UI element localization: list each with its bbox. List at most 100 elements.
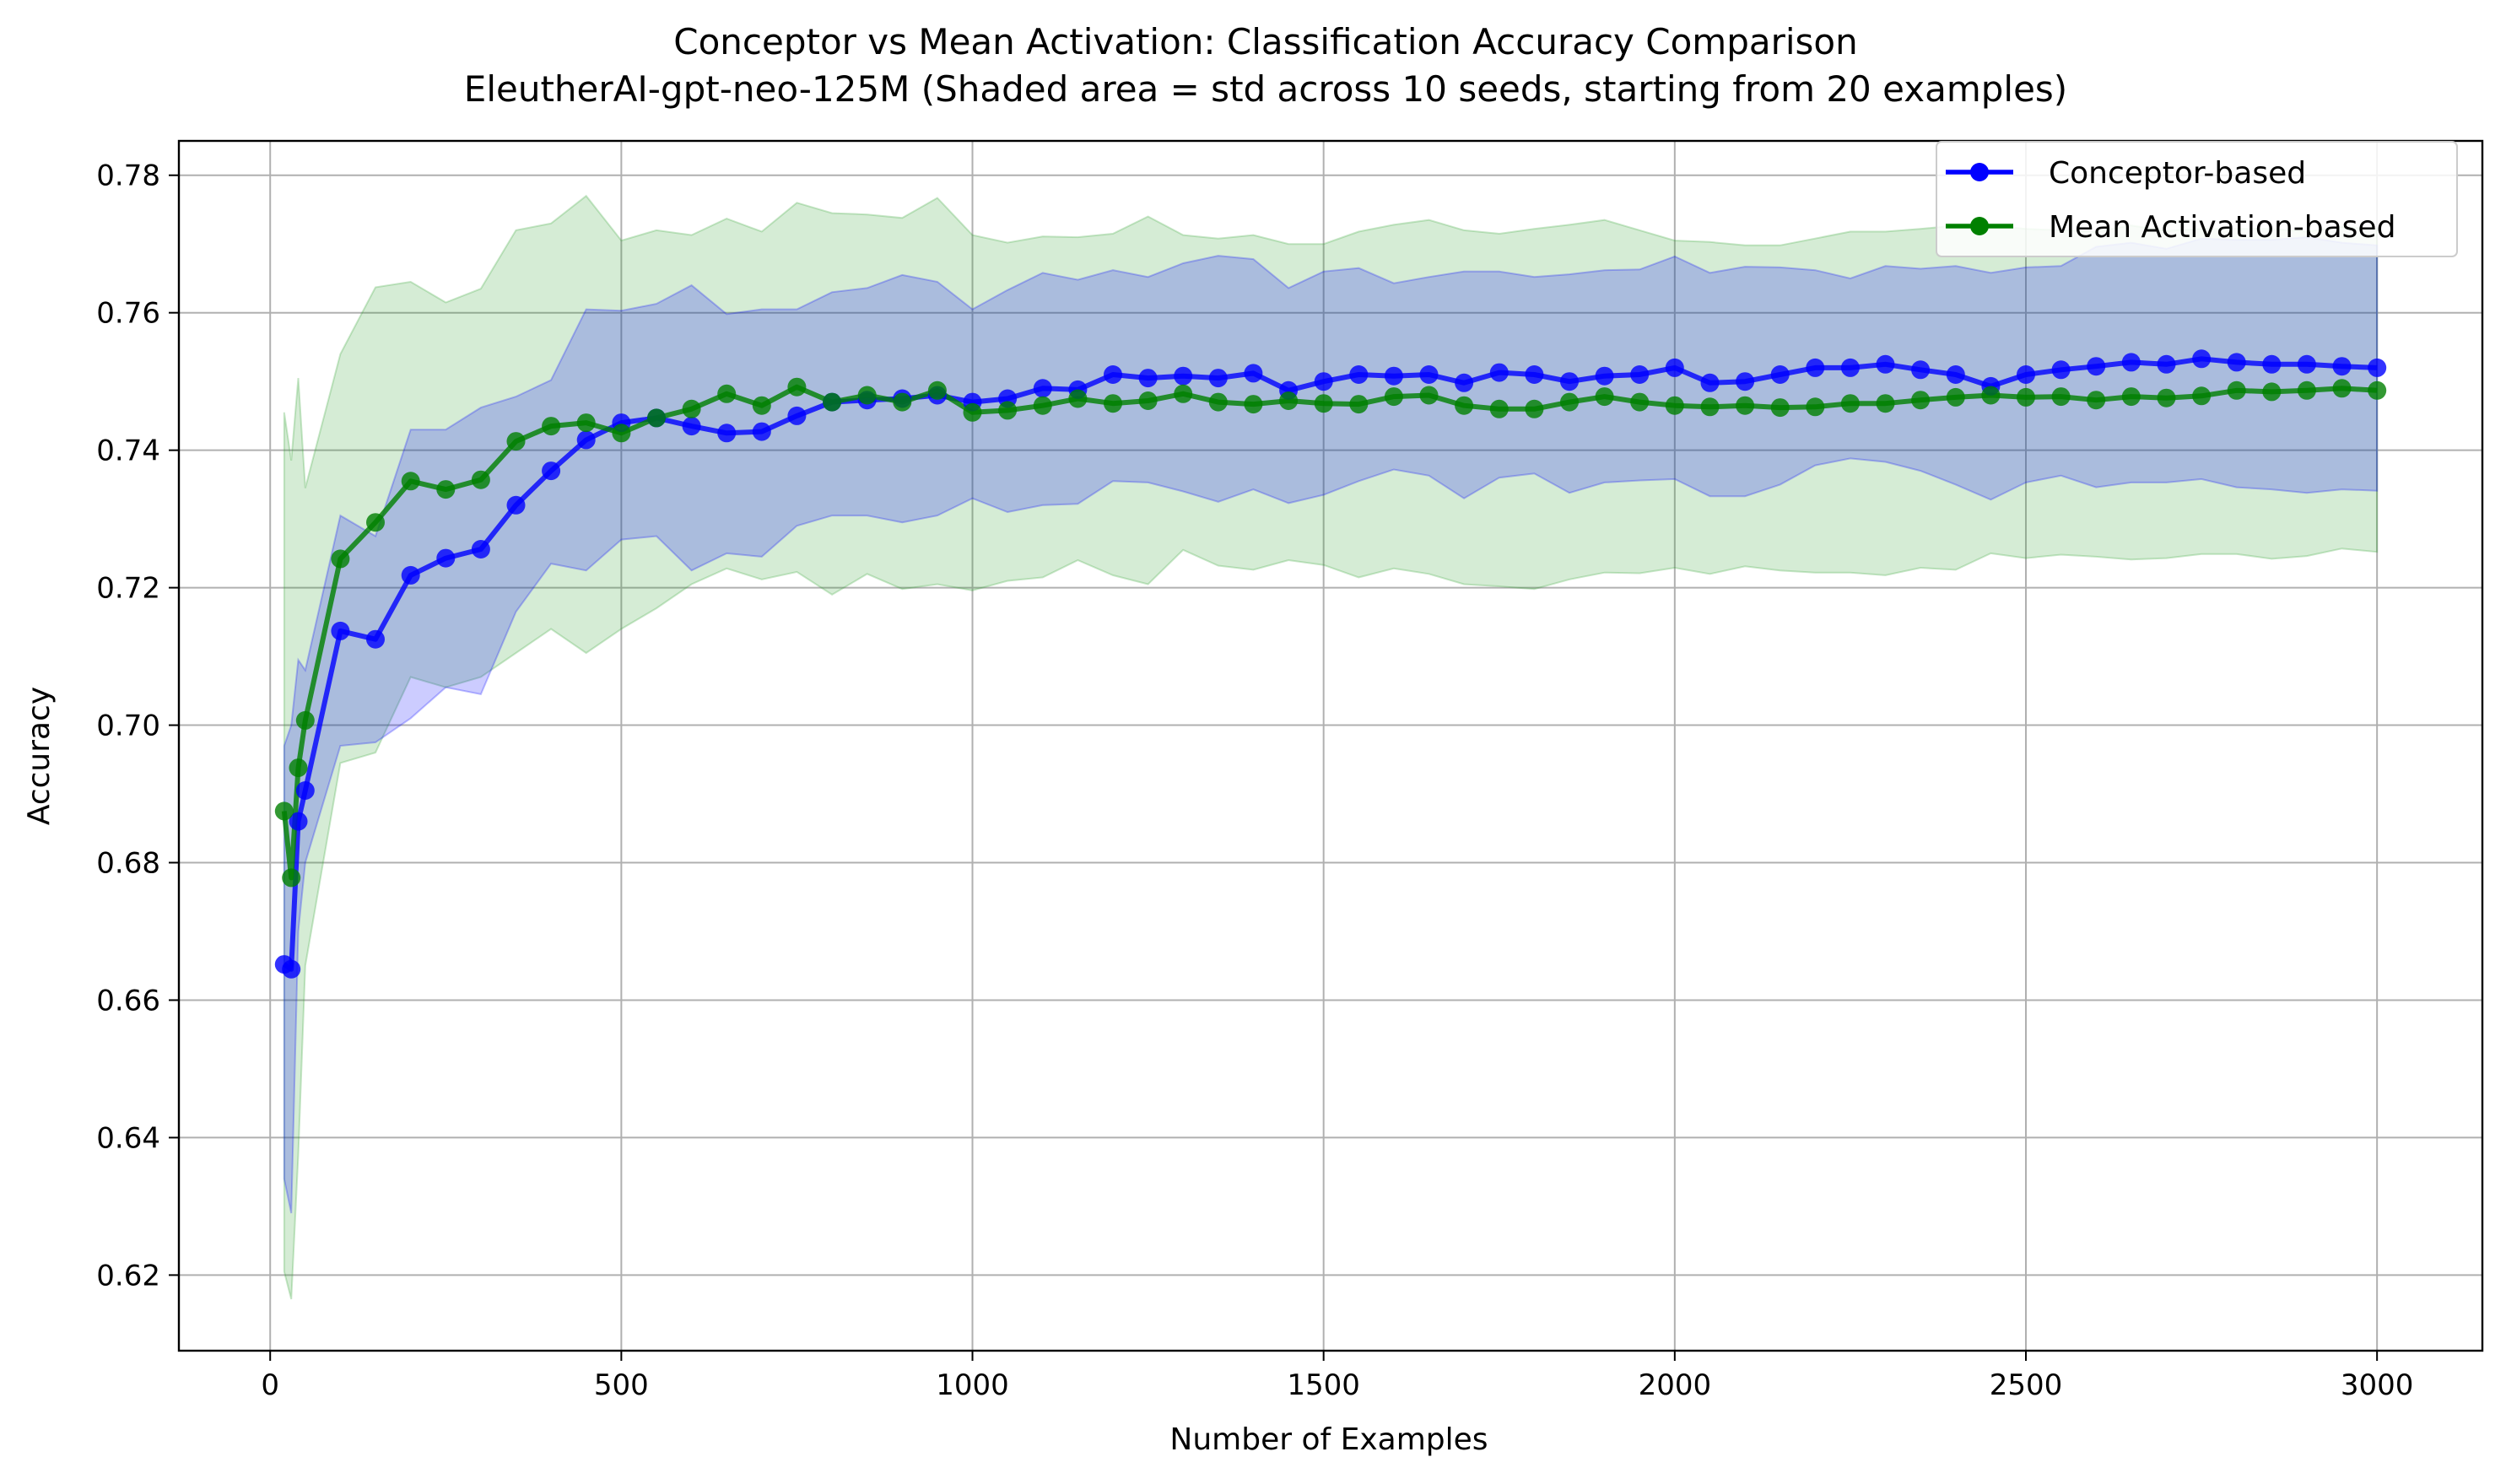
std-band-mean-activation xyxy=(283,194,2379,1300)
data-point-mean-activation xyxy=(612,424,631,443)
data-point-conceptor xyxy=(401,565,420,585)
data-point-conceptor xyxy=(2192,349,2212,369)
x-tick-label: 2500 xyxy=(1990,1368,2063,1402)
data-point-conceptor xyxy=(331,621,350,640)
data-point-mean-activation xyxy=(1700,397,1720,417)
data-point-mean-activation xyxy=(893,392,912,412)
data-point-mean-activation xyxy=(542,417,561,436)
data-point-mean-activation xyxy=(1630,392,1650,412)
x-tick-label: 2000 xyxy=(1639,1368,1712,1402)
data-point-conceptor xyxy=(1560,372,1579,391)
y-tick-label: 0.68 xyxy=(96,847,160,881)
plot-frame xyxy=(177,139,2484,1352)
data-point-conceptor xyxy=(1946,365,1965,384)
data-point-conceptor xyxy=(542,461,561,481)
y-tick-label: 0.72 xyxy=(96,572,160,606)
data-point-mean-activation xyxy=(717,384,737,403)
data-point-mean-activation xyxy=(1138,391,1158,410)
x-axis-label: Number of Examples xyxy=(1169,1422,1488,1457)
legend: Conceptor-based Mean Activation-based xyxy=(1936,141,2458,257)
data-point-mean-activation xyxy=(331,549,350,569)
data-point-conceptor xyxy=(1770,365,1790,384)
data-point-mean-activation xyxy=(1770,398,1790,418)
data-point-conceptor xyxy=(1174,366,1193,386)
data-point-conceptor xyxy=(1630,365,1650,384)
data-point-mean-activation xyxy=(927,380,947,400)
data-point-mean-activation xyxy=(2192,386,2212,406)
data-point-conceptor xyxy=(436,548,456,568)
data-point-mean-activation xyxy=(998,401,1018,420)
data-point-conceptor xyxy=(1595,366,1614,386)
data-point-mean-activation xyxy=(1455,396,1474,415)
data-point-conceptor xyxy=(2157,354,2176,374)
x-tick-label: 1500 xyxy=(1287,1368,1360,1402)
grid-lines xyxy=(179,141,2482,1351)
data-point-conceptor xyxy=(1840,358,1860,377)
y-tick-label: 0.62 xyxy=(96,1259,160,1292)
data-point-mean-activation xyxy=(1981,386,2001,405)
data-point-mean-activation xyxy=(1349,395,1369,414)
data-point-mean-activation xyxy=(963,402,982,422)
data-point-conceptor xyxy=(2051,360,2071,380)
data-point-conceptor xyxy=(1876,354,1895,374)
data-point-mean-activation xyxy=(647,408,666,428)
y-tick-label: 0.64 xyxy=(96,1121,160,1155)
legend-label-conceptor: Conceptor-based xyxy=(2049,156,2306,191)
data-point-conceptor xyxy=(471,540,490,559)
data-point-mean-activation xyxy=(1525,399,1544,418)
data-point-mean-activation xyxy=(2297,380,2316,400)
data-point-mean-activation xyxy=(471,470,490,489)
y-tick-label: 0.76 xyxy=(96,297,160,331)
data-point-conceptor xyxy=(295,781,315,800)
axis-ticks: 0 500 1000 1500 2000 2500 3000 0.62 0.64 0.66 0.68… xyxy=(96,159,2413,1402)
data-point-conceptor xyxy=(1489,363,1509,382)
data-point-conceptor xyxy=(1384,366,1403,386)
legend-label-mean-activation: Mean Activation-based xyxy=(2049,210,2395,245)
data-point-mean-activation xyxy=(2087,391,2106,410)
data-point-conceptor xyxy=(1665,358,1684,377)
std-band-conceptor xyxy=(283,236,2379,1214)
legend-marker-mean-activation xyxy=(1970,217,1989,235)
data-point-conceptor xyxy=(2087,357,2106,376)
data-point-mean-activation xyxy=(576,413,596,433)
data-point-conceptor xyxy=(1138,369,1158,388)
data-point-mean-activation xyxy=(1489,399,1509,418)
data-point-mean-activation xyxy=(2332,379,2352,398)
data-point-mean-activation xyxy=(274,801,294,821)
y-tick-label: 0.70 xyxy=(96,710,160,743)
data-point-conceptor xyxy=(2368,358,2387,377)
data-point-mean-activation xyxy=(1876,394,1895,413)
data-point-conceptor xyxy=(1033,379,1052,398)
data-point-mean-activation xyxy=(682,399,701,418)
data-point-mean-activation xyxy=(295,710,315,730)
data-point-mean-activation xyxy=(857,386,877,405)
data-point-mean-activation xyxy=(823,392,842,412)
data-point-conceptor xyxy=(787,406,807,425)
data-point-mean-activation xyxy=(506,432,526,451)
data-point-conceptor xyxy=(506,495,526,515)
legend-box xyxy=(1936,141,2458,257)
data-point-mean-activation xyxy=(1208,392,1228,412)
data-point-conceptor xyxy=(1104,365,1122,384)
data-point-conceptor xyxy=(1806,358,1825,377)
data-point-mean-activation xyxy=(2121,387,2141,407)
data-point-conceptor xyxy=(2297,354,2316,374)
data-point-conceptor xyxy=(2121,353,2141,372)
legend-marker-conceptor xyxy=(1970,163,1989,181)
data-point-conceptor xyxy=(2262,354,2282,374)
data-point-mean-activation xyxy=(1665,396,1684,415)
data-point-mean-activation xyxy=(1806,397,1825,417)
data-point-mean-activation xyxy=(2227,380,2246,400)
data-point-mean-activation xyxy=(1279,391,1299,410)
data-point-conceptor xyxy=(752,422,771,441)
data-point-conceptor xyxy=(366,629,385,649)
y-tick-label: 0.66 xyxy=(96,984,160,1017)
data-point-conceptor xyxy=(1911,360,1931,380)
data-point-conceptor xyxy=(1314,372,1333,391)
data-point-mean-activation xyxy=(366,513,385,532)
data-point-mean-activation xyxy=(1946,387,1965,407)
data-point-mean-activation xyxy=(1840,394,1860,413)
data-point-mean-activation xyxy=(1104,394,1122,413)
x-tick-label: 500 xyxy=(594,1368,649,1402)
